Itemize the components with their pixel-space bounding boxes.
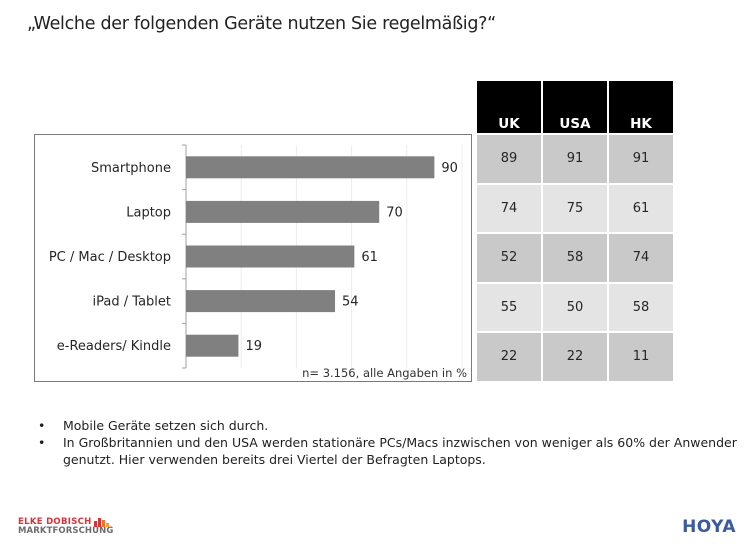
table-cell: 91 — [543, 135, 607, 183]
country-table: UK USA HK 89 91 91 74 75 61 52 58 74 55 50 58 22 22 11 — [477, 81, 675, 381]
bar-chart: Smartphone 90 Laptop 70 PC / Mac / Desktop 61… — [34, 134, 472, 382]
logo-line-2: MARKTFORSCHUNG — [18, 526, 114, 536]
bar — [186, 334, 239, 357]
bar — [186, 200, 380, 223]
bar-chart-svg: Smartphone 90 Laptop 70 PC / Mac / Desktop 61… — [49, 144, 463, 369]
table-cell: 91 — [609, 135, 673, 183]
table-cell: 74 — [609, 234, 673, 282]
chart-note: n= 3.156, alle Angaben in % — [302, 366, 467, 380]
table-cell: 22 — [477, 333, 541, 381]
table-cell: 89 — [477, 135, 541, 183]
category-label: iPad / Tablet — [93, 295, 171, 310]
slide-title: „Welche der folgenden Geräte nutzen Sie … — [27, 14, 496, 34]
table-header-cell: USA — [543, 81, 607, 133]
table-cell: 61 — [609, 184, 673, 232]
table-cell: 52 — [477, 234, 541, 282]
table-header-cell: HK — [609, 81, 673, 133]
value-label: 61 — [361, 250, 378, 265]
table-header-cell: UK — [477, 81, 541, 133]
table-cell: 11 — [609, 333, 673, 381]
bullet-item: Mobile Geräte setzen sich durch. — [38, 417, 738, 434]
category-label: Smartphone — [91, 161, 171, 176]
bar — [186, 290, 336, 313]
bar-chart-icon — [94, 518, 110, 527]
category-label: PC / Mac / Desktop — [49, 250, 171, 265]
value-label: 19 — [245, 339, 262, 354]
logo-line-1: ELKE DOBISCH — [18, 517, 92, 527]
table-cell: 74 — [477, 184, 541, 232]
category-label: e-Readers/ Kindle — [57, 339, 171, 354]
category-label: Laptop — [126, 205, 171, 220]
table-cell: 55 — [477, 283, 541, 331]
elke-dobisch-logo: ELKE DOBISCH MARKTFORSCHUNG — [18, 518, 113, 536]
bar — [186, 245, 355, 268]
hoya-logo: HOYA — [682, 517, 736, 537]
table-cell: 58 — [543, 234, 607, 282]
bullet-list: Mobile Geräte setzen sich durch. In Groß… — [38, 417, 738, 468]
table-cell: 50 — [543, 283, 607, 331]
value-label: 54 — [342, 295, 359, 310]
value-label: 90 — [441, 161, 458, 176]
table-cell: 58 — [609, 283, 673, 331]
bar — [186, 156, 435, 179]
table-cell: 22 — [543, 333, 607, 381]
table-cell: 75 — [543, 184, 607, 232]
bullet-item: In Großbritannien und den USA werden sta… — [38, 434, 738, 468]
value-label: 70 — [386, 205, 403, 220]
